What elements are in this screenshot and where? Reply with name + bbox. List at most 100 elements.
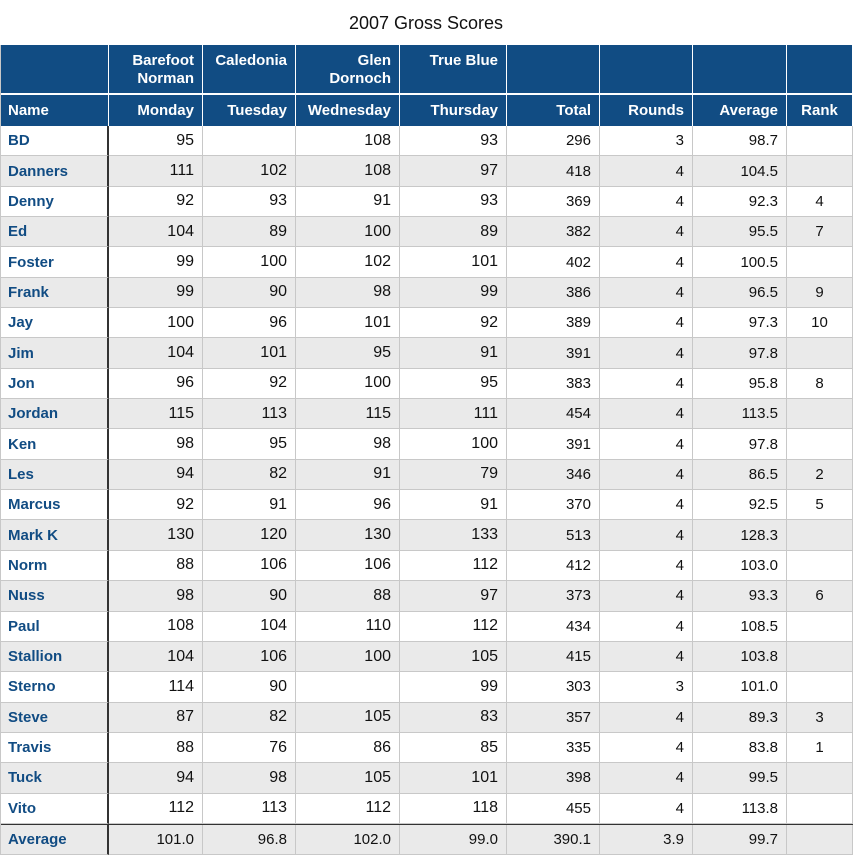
course-name-line: Norman — [137, 70, 194, 87]
column-header-wednesday: Wednesday — [296, 95, 400, 126]
player-name: Ken — [1, 429, 109, 460]
score-cell: 373 — [507, 581, 600, 612]
score-cell: 130 — [109, 520, 203, 551]
score-cell: 113 — [203, 399, 296, 430]
score-cell: 101 — [203, 338, 296, 369]
score-cell: 103.8 — [693, 641, 787, 673]
score-cell: 4 — [600, 581, 693, 612]
score-cell: 101 — [296, 308, 400, 339]
player-name: Jordan — [1, 399, 109, 430]
player-name: Travis — [1, 732, 109, 764]
score-cell: 101 — [400, 247, 507, 278]
score-cell: 383 — [507, 368, 600, 400]
table-row: Steve 87 82 105 83 357 4 89.3 3 — [1, 702, 853, 733]
score-cell: 5 — [787, 490, 853, 521]
score-cell: 4 — [600, 611, 693, 642]
score-cell: 91 — [203, 490, 296, 521]
table-row: Travis 88 76 86 85 335 4 83.8 1 — [1, 732, 853, 764]
player-name: Vito — [1, 793, 109, 824]
score-cell: 92.3 — [693, 186, 787, 218]
score-cell: 93 — [400, 186, 507, 218]
score-cell: 97.8 — [693, 338, 787, 369]
score-cell: 115 — [109, 399, 203, 430]
score-cell: 102 — [203, 156, 296, 187]
score-cell — [787, 641, 853, 673]
score-cell: 104.5 — [693, 156, 787, 187]
score-cell: 97.3 — [693, 308, 787, 339]
player-name: Marcus — [1, 490, 109, 521]
score-cell: 98 — [296, 277, 400, 309]
score-cell: 454 — [507, 399, 600, 430]
score-cell — [787, 399, 853, 430]
score-cell — [787, 126, 853, 157]
table-row: Jordan 115 113 115 111 454 4 113.5 — [1, 399, 853, 430]
score-cell: 104 — [203, 611, 296, 642]
score-cell: 112 — [109, 793, 203, 824]
score-cell: 8 — [787, 368, 853, 400]
score-cell: 106 — [296, 550, 400, 582]
score-cell: 4 — [600, 156, 693, 187]
score-cell: 99 — [400, 277, 507, 309]
table-row: Mark K 130 120 130 133 513 4 128.3 — [1, 520, 853, 551]
score-cell: 100 — [203, 247, 296, 278]
score-cell: 434 — [507, 611, 600, 642]
score-cell: 98 — [109, 581, 203, 612]
average-row: Average 101.0 96.8 102.0 99.0 390.1 3.9 99.7 — [1, 823, 853, 855]
score-cell: 95.8 — [693, 368, 787, 400]
score-cell: 4 — [600, 520, 693, 551]
course-name: Glen Dornoch — [329, 52, 391, 88]
score-cell: 83 — [400, 702, 507, 733]
score-cell: 100 — [400, 429, 507, 460]
score-cell: 120 — [203, 520, 296, 551]
table-row: BD 95 108 93 296 3 98.7 — [1, 126, 853, 157]
score-cell: 111 — [109, 156, 203, 187]
score-cell: 357 — [507, 702, 600, 733]
score-cell: 4 — [600, 702, 693, 733]
score-cell: 391 — [507, 429, 600, 460]
player-name: Frank — [1, 277, 109, 309]
score-cell: 346 — [507, 459, 600, 491]
score-cell: 4 — [600, 186, 693, 218]
score-cell: 102 — [296, 247, 400, 278]
score-cell: 83.8 — [693, 732, 787, 764]
player-name: Ed — [1, 217, 109, 248]
score-cell: 106 — [203, 641, 296, 673]
score-cell: 90 — [203, 672, 296, 703]
score-cell: 4 — [600, 399, 693, 430]
score-cell: 7 — [787, 217, 853, 248]
player-name: Paul — [1, 611, 109, 642]
score-cell: 382 — [507, 217, 600, 248]
player-name: Danners — [1, 156, 109, 187]
score-cell: 4 — [600, 490, 693, 521]
score-cell: 97 — [400, 581, 507, 612]
score-cell: 105 — [296, 702, 400, 733]
score-cell: 98 — [296, 429, 400, 460]
course-name-line: True Blue — [429, 52, 498, 69]
course-header-cell — [693, 45, 787, 93]
score-cell: 95 — [109, 126, 203, 157]
score-cell: 4 — [600, 550, 693, 582]
course-header-cell: Glen Dornoch — [296, 45, 400, 93]
score-cell: 113.8 — [693, 793, 787, 824]
player-name: Nuss — [1, 581, 109, 612]
score-cell: 3 — [600, 672, 693, 703]
score-cell: 92 — [109, 490, 203, 521]
score-cell: 82 — [203, 702, 296, 733]
score-cell: 4 — [600, 429, 693, 460]
score-cell: 455 — [507, 793, 600, 824]
score-cell: 2 — [787, 459, 853, 491]
score-cell: 402 — [507, 247, 600, 278]
column-header-rank: Rank — [787, 95, 853, 126]
score-cell: 114 — [109, 672, 203, 703]
score-cell: 93 — [400, 126, 507, 157]
table-row: Stallion 104 106 100 105 415 4 103.8 — [1, 641, 853, 673]
score-cell: 104 — [109, 338, 203, 369]
score-cell: 89 — [400, 217, 507, 248]
score-cell: 4 — [600, 338, 693, 369]
score-cell: 335 — [507, 732, 600, 764]
score-cell: 92.5 — [693, 490, 787, 521]
course-name-line: Barefoot — [132, 52, 194, 69]
column-header-total: Total — [507, 95, 600, 126]
score-cell: 101 — [400, 763, 507, 794]
player-name: Jay — [1, 308, 109, 339]
